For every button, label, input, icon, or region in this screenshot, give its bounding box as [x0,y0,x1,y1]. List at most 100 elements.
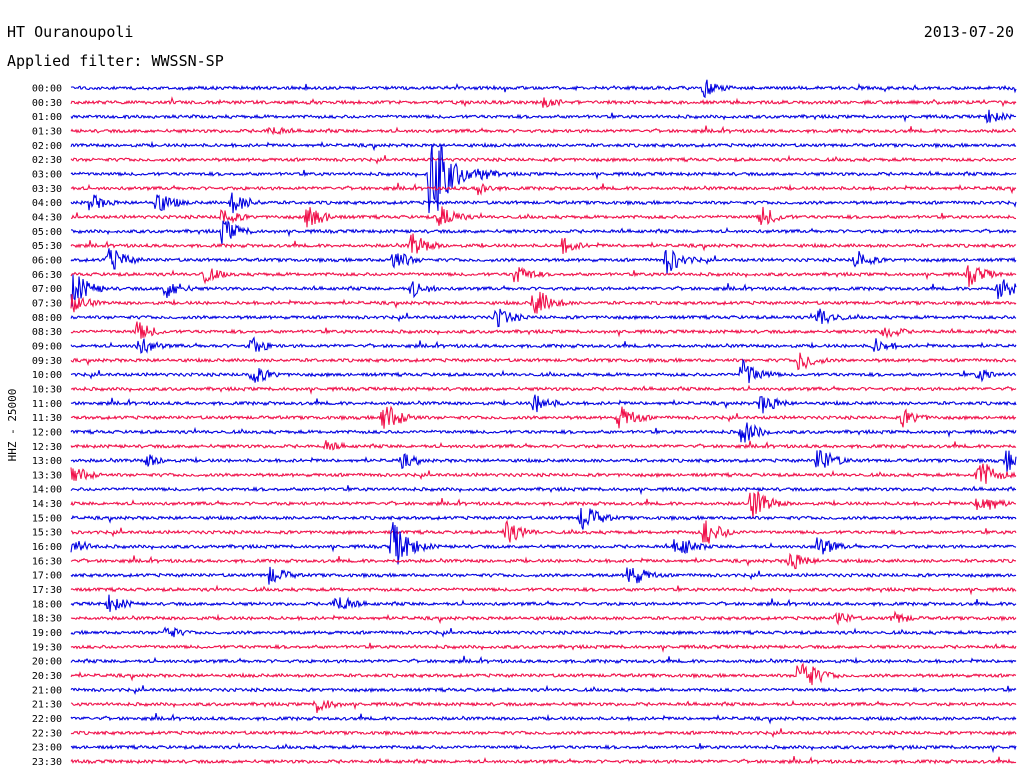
trace-0430 [71,206,1017,228]
trace-0500 [70,219,1017,245]
trace-1500 [70,507,1017,530]
trace-2100 [70,684,1017,695]
time-tick-labels: 00:00 00:30 01:00 01:30 02:00 02:30 03:00 03:30… [32,84,62,769]
tick-label-1130: 11:30 [32,413,62,424]
tick-label-0730: 07:30 [32,298,62,309]
trace-2330 [70,755,1017,765]
tick-label-1700: 17:00 [32,571,62,582]
y-axis-label: HHZ - 25000 [6,389,19,462]
tick-label-0100: 01:00 [32,112,62,123]
tick-label-0000: 00:00 [32,84,62,95]
tick-label-0700: 07:00 [32,284,62,295]
trace-1530 [70,519,1017,544]
station-name: HT Ouranoupoli [7,23,133,41]
trace-1630 [70,552,1016,570]
tick-label-1730: 17:30 [32,585,62,596]
tick-label-0830: 08:30 [32,327,62,338]
tick-label-2300: 23:00 [32,743,62,754]
trace-0330 [70,182,1017,196]
trace-0200 [70,140,1017,152]
trace-0030 [70,96,1017,108]
tick-label-0200: 02:00 [32,141,62,152]
trace-1200 [70,422,1017,443]
trace-2300 [70,742,1017,754]
tick-label-2100: 21:00 [32,685,62,696]
trace-0700 [70,274,1017,307]
trace-1800 [70,594,1017,612]
tick-label-1530: 15:30 [32,528,62,539]
trace-1900 [70,626,1017,638]
trace-0900 [70,336,1017,354]
record-date: 2013-07-20 [924,23,1014,41]
trace-0400 [70,192,1017,214]
tick-label-1400: 14:00 [32,485,62,496]
tick-label-1830: 18:30 [32,614,62,625]
trace-1730 [70,584,1017,596]
trace-0130 [70,125,1017,136]
tick-label-0230: 02:30 [32,155,62,166]
trace-1830 [70,610,1017,626]
trace-0300 [70,144,1017,214]
trace-0630 [70,265,1017,287]
trace-2230 [70,728,1017,738]
trace-0600 [70,248,1017,275]
tick-label-1600: 16:00 [32,542,62,553]
tick-label-1930: 19:30 [32,642,62,653]
tick-label-1000: 10:00 [32,370,62,381]
tick-label-0500: 05:00 [32,227,62,238]
trace-1330 [70,463,1017,484]
trace-0230 [70,154,1017,165]
trace-0830 [70,321,1017,339]
tick-label-2130: 21:30 [32,700,62,711]
tick-label-0530: 05:30 [32,241,62,252]
trace-1000 [70,358,1017,384]
tick-label-2230: 22:30 [32,728,62,739]
tick-label-2000: 20:00 [32,657,62,668]
tick-label-1300: 13:00 [32,456,62,467]
trace-0100 [70,109,1017,124]
tick-label-1500: 15:00 [32,513,62,524]
tick-label-0900: 09:00 [32,341,62,352]
tick-label-0130: 01:30 [32,127,62,138]
trace-0000 [70,79,1017,99]
trace-0730 [70,291,1017,314]
tick-label-1330: 13:30 [32,470,62,481]
tick-label-1200: 12:00 [32,427,62,438]
trace-1230 [70,440,1017,451]
tick-label-1630: 16:30 [32,556,62,567]
tick-label-0600: 06:00 [32,256,62,267]
trace-0530 [70,233,1017,254]
tick-label-0630: 06:30 [32,270,62,281]
trace-1430 [70,491,1016,519]
tick-label-1100: 11:00 [32,399,62,410]
trace-0930 [70,352,1017,371]
trace-1600 [70,522,1017,565]
tick-label-0300: 03:00 [32,170,62,181]
trace-1130 [70,405,1017,429]
tick-label-0930: 09:30 [32,356,62,367]
tick-label-0330: 03:30 [32,184,62,195]
trace-1930 [70,642,1017,653]
tick-label-1230: 12:30 [32,442,62,453]
trace-1300 [70,449,1017,472]
tick-label-2330: 23:30 [32,757,62,768]
trace-1700 [70,566,1017,585]
trace-1100 [70,394,1017,414]
tick-label-0030: 00:30 [32,98,62,109]
tick-label-1800: 18:00 [32,599,62,610]
tick-label-1430: 14:30 [32,499,62,510]
tick-label-1030: 10:30 [32,384,62,395]
trace-2130 [70,699,1017,713]
tick-label-0430: 04:30 [32,213,62,224]
tick-label-1900: 19:00 [32,628,62,639]
trace-2030 [70,662,1017,686]
filter-label: Applied filter: WWSSN-SP [7,52,224,70]
tick-label-2200: 22:00 [32,714,62,725]
tick-label-2030: 20:30 [32,671,62,682]
seismic-traces [70,79,1017,765]
trace-2200 [70,712,1017,725]
trace-1400 [70,485,1017,496]
trace-0800 [70,308,1017,328]
trace-2000 [70,655,1017,665]
